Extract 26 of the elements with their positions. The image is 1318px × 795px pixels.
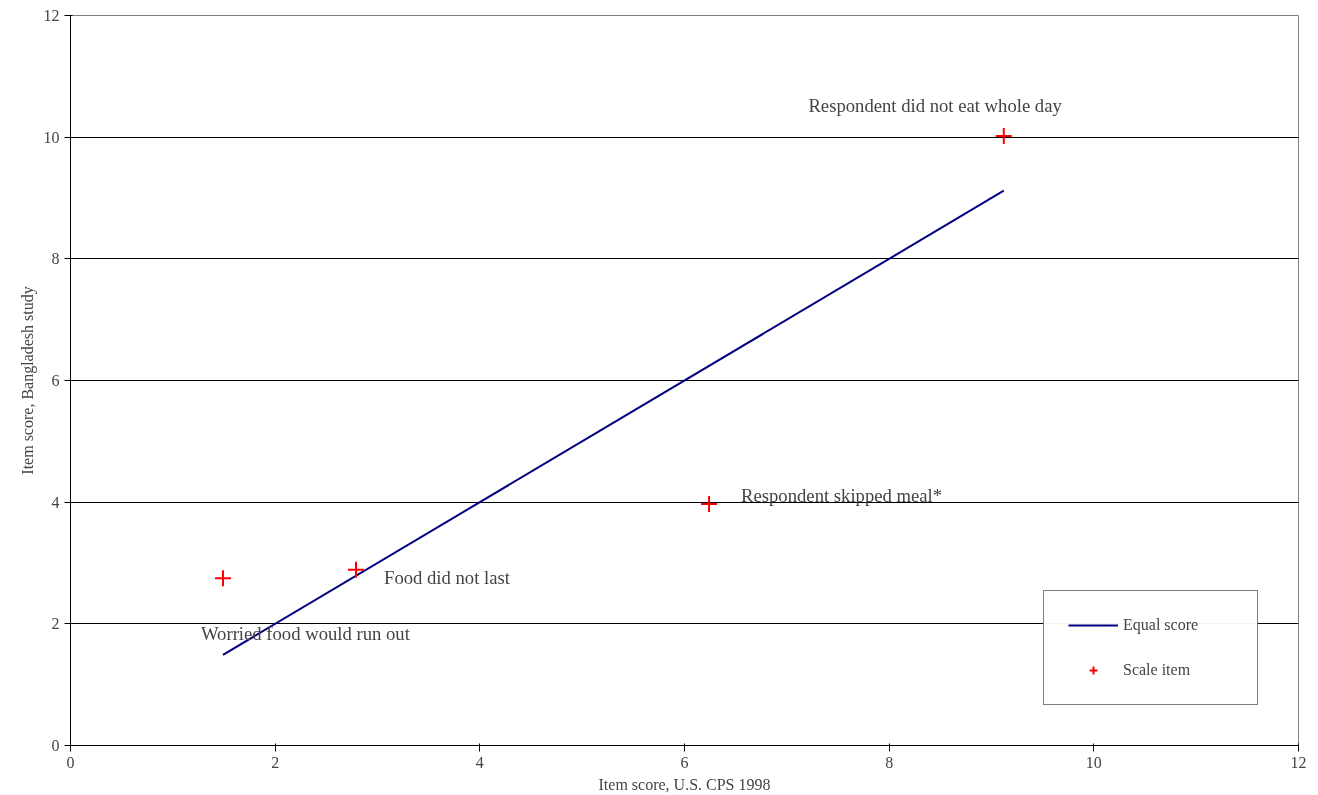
legend-label: Scale item bbox=[1123, 661, 1192, 679]
y-tick-label: 12 bbox=[43, 7, 60, 24]
y-axis-title: Item score, Bangladesh study bbox=[18, 286, 37, 475]
y-tick-label: 2 bbox=[51, 615, 60, 633]
annotation: Worried food would run out bbox=[200, 622, 411, 644]
annotation: Respondent did not eat whole day bbox=[808, 95, 1063, 117]
point bbox=[213, 569, 232, 588]
annotation: Food did not last bbox=[384, 567, 511, 589]
point bbox=[700, 494, 719, 513]
x-tick-label: 0 bbox=[66, 753, 75, 771]
y-tick-label: 6 bbox=[51, 372, 60, 389]
x-tick-label: 12 bbox=[1290, 753, 1307, 771]
y-tick-label: 8 bbox=[51, 250, 60, 268]
y-tick-label: 10 bbox=[43, 128, 60, 146]
x-tick-label: 2 bbox=[271, 753, 280, 771]
x-tick-label: 10 bbox=[1085, 753, 1102, 771]
x-tick-label: 4 bbox=[475, 753, 484, 771]
y-tick-label: 0 bbox=[51, 737, 60, 754]
point bbox=[994, 126, 1013, 145]
x-axis-title: Item score, U.S. CPS 1998 bbox=[598, 775, 771, 793]
y-tick-label: 4 bbox=[51, 493, 60, 511]
x-tick-label: 8 bbox=[885, 753, 894, 771]
annotation: Respondent skipped meal* bbox=[741, 485, 943, 507]
x-tick-label: 6 bbox=[680, 753, 689, 771]
legend-label: Equal score bbox=[1123, 616, 1200, 634]
point bbox=[347, 560, 366, 579]
